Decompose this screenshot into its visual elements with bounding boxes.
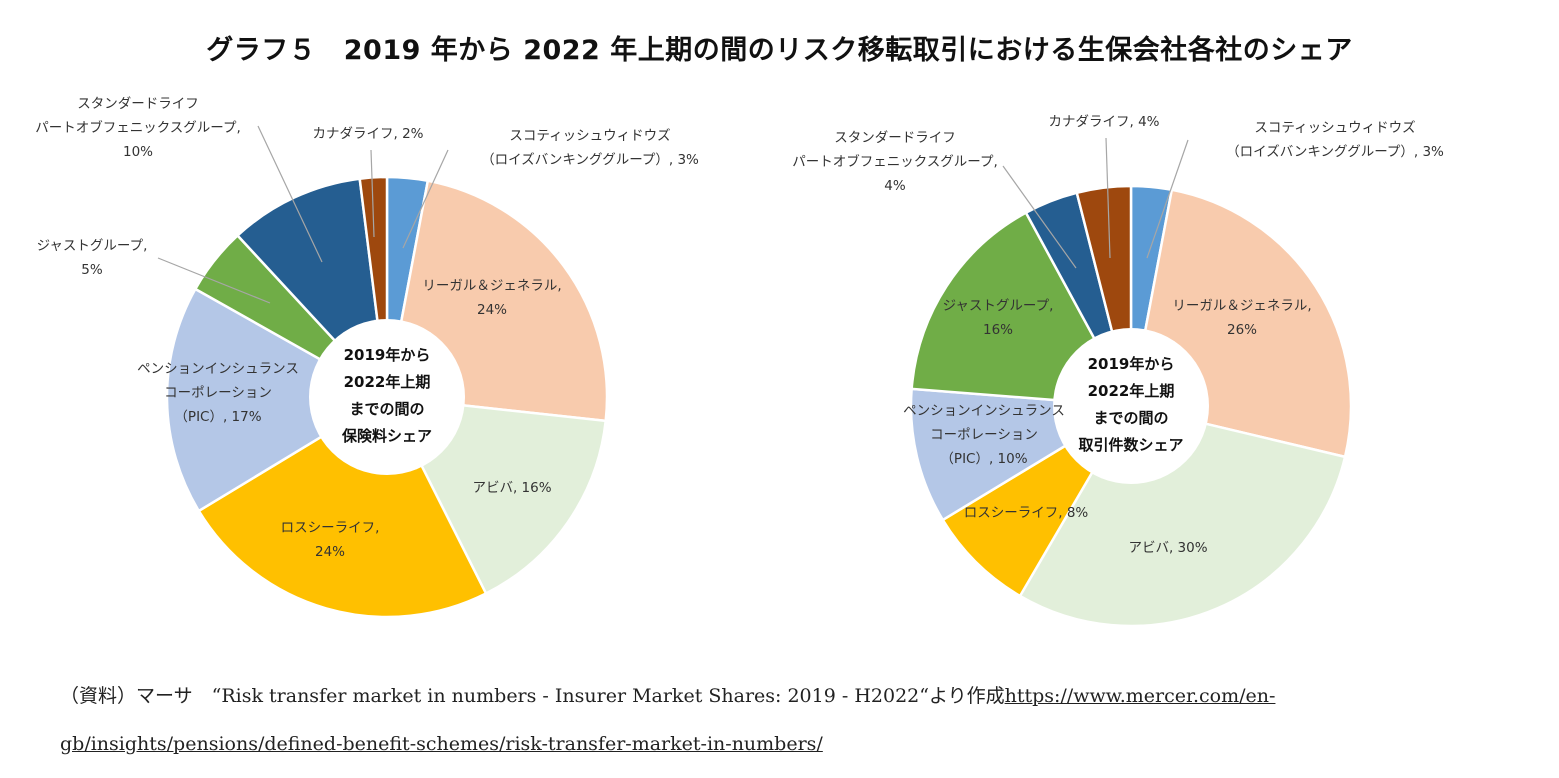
leader-line xyxy=(157,257,271,304)
center-label: までの間の xyxy=(1093,409,1168,427)
slice-label: リーガル＆ジェネラル, xyxy=(1172,298,1311,314)
source-text: （資料）マーサ “Risk transfer market in numbers… xyxy=(60,685,1005,707)
leader-line xyxy=(1146,139,1189,259)
slice-label: スタンダードライフ xyxy=(77,96,199,112)
slice-label: リーガル＆ジェネラル, xyxy=(422,278,561,294)
slice-label: ジャストグループ, xyxy=(37,238,148,254)
center-label: 2022年上期 xyxy=(344,373,431,391)
slice-label: 26% xyxy=(1227,322,1257,338)
center-label: 2022年上期 xyxy=(1088,382,1175,400)
slice-label: （PIC）, 10% xyxy=(940,451,1027,467)
slice-label: コーポレーション xyxy=(164,385,272,401)
slice-label: 16% xyxy=(983,322,1013,338)
center-label: 取引件数シェア xyxy=(1078,436,1183,454)
slice-label: ロスシーライフ, 8% xyxy=(964,505,1089,521)
source-note: （資料）マーサ “Risk transfer market in numbers… xyxy=(60,672,1540,768)
pie-slice xyxy=(165,287,390,513)
slice-label: 4% xyxy=(884,178,906,194)
slice-label: ペンションインシュランス xyxy=(903,403,1065,419)
center-label: 2019年から xyxy=(344,346,431,364)
slice-label: 24% xyxy=(315,544,345,560)
slice-label: アビバ, 16% xyxy=(472,480,551,496)
slice-label: カナダライフ, 2% xyxy=(313,126,424,142)
slice-label: （ロイズバンキンググループ）, 3% xyxy=(481,152,699,168)
page-title: グラフ５ 2019 年から 2022 年上期の間のリスク移転取引における生保会社… xyxy=(206,35,1353,66)
center-label: 保険料シェア xyxy=(341,427,432,445)
center-label: までの間の xyxy=(349,400,424,418)
center-label: 2019年から xyxy=(1088,355,1175,373)
leader-line xyxy=(257,125,323,263)
source-link[interactable]: https://www.mercer.com/en-gb/insights/pe… xyxy=(60,685,1276,755)
slice-label: （PIC）, 17% xyxy=(174,409,261,425)
slice-label: スコティッシュウィドウズ xyxy=(1254,120,1415,136)
slice-label: ジャストグループ, xyxy=(943,298,1054,314)
slice-label: ロスシーライフ, xyxy=(281,520,380,536)
slice-label: （ロイズバンキンググループ）, 3% xyxy=(1226,144,1444,160)
slice-label: ペンションインシュランス xyxy=(137,361,299,377)
pie-charts: 2019年から2022年上期までの間の保険料シェアスコティッシュウィドウズ（ロイ… xyxy=(35,96,1444,628)
leader-line xyxy=(1002,165,1077,269)
donut-center xyxy=(309,319,465,475)
leader-line xyxy=(370,149,375,238)
slice-label: アビバ, 30% xyxy=(1128,540,1207,556)
slice-label: パートオブフェニックスグループ, xyxy=(35,119,241,136)
slice-label: カナダライフ, 4% xyxy=(1049,114,1160,130)
leader-line xyxy=(1105,137,1111,259)
slice-label: 24% xyxy=(477,302,507,318)
slice-label: コーポレーション xyxy=(930,427,1038,443)
slice-label: 5% xyxy=(81,262,103,278)
leader-line xyxy=(402,149,449,249)
slice-label: 10% xyxy=(123,144,153,160)
donut-center xyxy=(1053,328,1209,484)
slice-label: パートオブフェニックスグループ, xyxy=(792,153,998,170)
slice-label: スコティッシュウィドウズ xyxy=(509,128,670,144)
slice-label: スタンダードライフ xyxy=(834,130,956,146)
